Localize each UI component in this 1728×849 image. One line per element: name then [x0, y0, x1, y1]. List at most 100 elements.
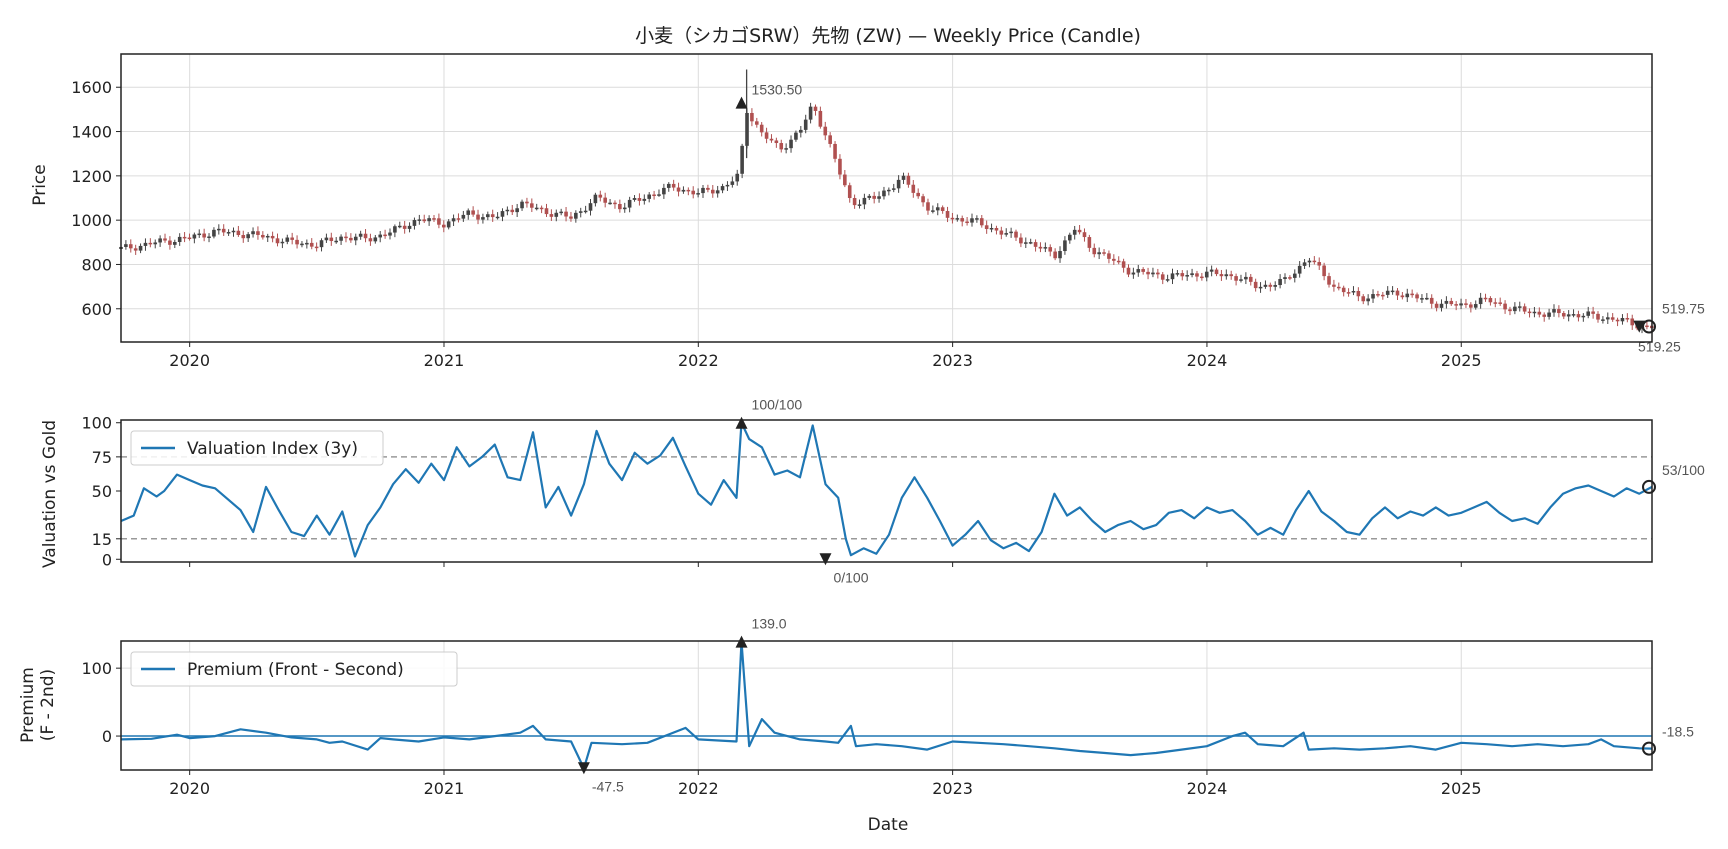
candle-body	[402, 225, 407, 229]
candle-body	[1048, 247, 1053, 252]
series-line	[120, 640, 1653, 770]
candle-body	[1200, 276, 1204, 279]
candle-body	[1620, 317, 1625, 322]
candle-body	[1498, 302, 1502, 304]
x-tick-label: 2025	[1441, 351, 1482, 370]
candle-body	[1478, 297, 1483, 305]
candle-body	[261, 234, 265, 238]
x-tick-label: 2023	[932, 351, 973, 370]
candle-body	[857, 204, 862, 206]
candle-body	[226, 232, 231, 234]
candle-body	[481, 217, 485, 220]
y-tick-label: 1200	[71, 167, 112, 186]
candle-body	[1077, 229, 1082, 233]
y-tick-label: 600	[81, 300, 112, 319]
candle-body	[1381, 294, 1385, 297]
candle-body	[975, 218, 979, 220]
candle-body	[1146, 271, 1150, 275]
candle-body	[1449, 300, 1454, 305]
candle-body	[265, 235, 270, 238]
candle-body	[505, 209, 510, 212]
candle-body	[715, 190, 720, 194]
candle-body	[1239, 279, 1243, 281]
candle-body	[168, 240, 172, 245]
candle-body	[1630, 318, 1635, 326]
candle-body	[1156, 272, 1160, 275]
candle-body	[441, 224, 446, 228]
candle-body	[706, 187, 710, 190]
candle-body	[1170, 273, 1175, 280]
candle-body	[1336, 286, 1341, 289]
annotation-label: 139.0	[752, 616, 787, 632]
candle-body	[314, 246, 319, 249]
candle-body	[1581, 315, 1586, 318]
candle-body	[192, 234, 197, 239]
candle-body	[877, 196, 881, 199]
candle-body	[1131, 272, 1136, 275]
candle-body	[1190, 273, 1194, 276]
candle-body	[1566, 314, 1571, 317]
candle-body	[1610, 317, 1615, 320]
candle-body	[490, 214, 495, 218]
candle-body	[1542, 314, 1547, 317]
candle-body	[353, 236, 358, 241]
annotation-label: 100/100	[752, 397, 803, 413]
candle-body	[1312, 260, 1317, 263]
candle-body	[236, 230, 241, 235]
legend-box	[130, 430, 384, 466]
candle-body	[882, 190, 886, 197]
candle-body	[300, 243, 304, 246]
candle-body	[251, 231, 255, 235]
candle-body	[1019, 237, 1023, 244]
candle-body	[1028, 242, 1033, 244]
candle-body	[710, 189, 715, 194]
candle-body	[862, 197, 867, 205]
candle-body	[1288, 277, 1292, 279]
candle-body	[666, 183, 671, 188]
candle-body	[754, 121, 759, 125]
y-tick-label: 50	[92, 482, 112, 501]
x-tick-label: 2021	[424, 779, 465, 798]
candle-body	[187, 237, 192, 240]
candle-body	[432, 218, 436, 220]
candle-body	[256, 231, 260, 235]
candle-body	[544, 208, 549, 215]
x-tick-label: 2022	[678, 779, 719, 798]
candle-body	[764, 132, 769, 139]
candle-body	[363, 233, 368, 239]
candle-body	[1141, 269, 1145, 272]
candle-body	[1503, 303, 1507, 310]
candle-body	[1151, 272, 1155, 275]
candle-body	[1532, 311, 1537, 314]
annotation-label: -18.5	[1662, 724, 1694, 740]
candle-body	[1527, 311, 1532, 314]
y-tick-label: 0	[102, 727, 112, 746]
candle-body	[593, 194, 598, 204]
candle-body	[828, 135, 832, 144]
candle-body	[1390, 290, 1395, 293]
candle-body	[789, 139, 793, 149]
candle-body	[671, 183, 676, 188]
candle-body	[965, 221, 969, 224]
candle-body	[1219, 274, 1224, 277]
candle-body	[270, 235, 275, 239]
candle-body	[1273, 285, 1278, 287]
legend-label: Valuation Index (3y)	[187, 439, 358, 459]
candle-body	[1464, 303, 1468, 305]
candle-body	[1483, 297, 1488, 300]
candle-body	[163, 238, 167, 241]
candle-body	[309, 242, 314, 247]
candle-body	[1385, 290, 1390, 295]
candle-body	[456, 218, 461, 220]
x-tick-label: 2021	[424, 351, 465, 370]
candle-body	[935, 207, 940, 211]
candle-body	[1596, 313, 1600, 320]
candle-body	[696, 193, 700, 195]
marker-triangle-down	[819, 553, 832, 566]
candle-body	[1517, 306, 1522, 308]
candle-body	[1434, 303, 1439, 308]
candle-body	[1283, 277, 1287, 279]
y-tick-label: 100	[81, 414, 112, 433]
candle-body	[759, 124, 764, 133]
